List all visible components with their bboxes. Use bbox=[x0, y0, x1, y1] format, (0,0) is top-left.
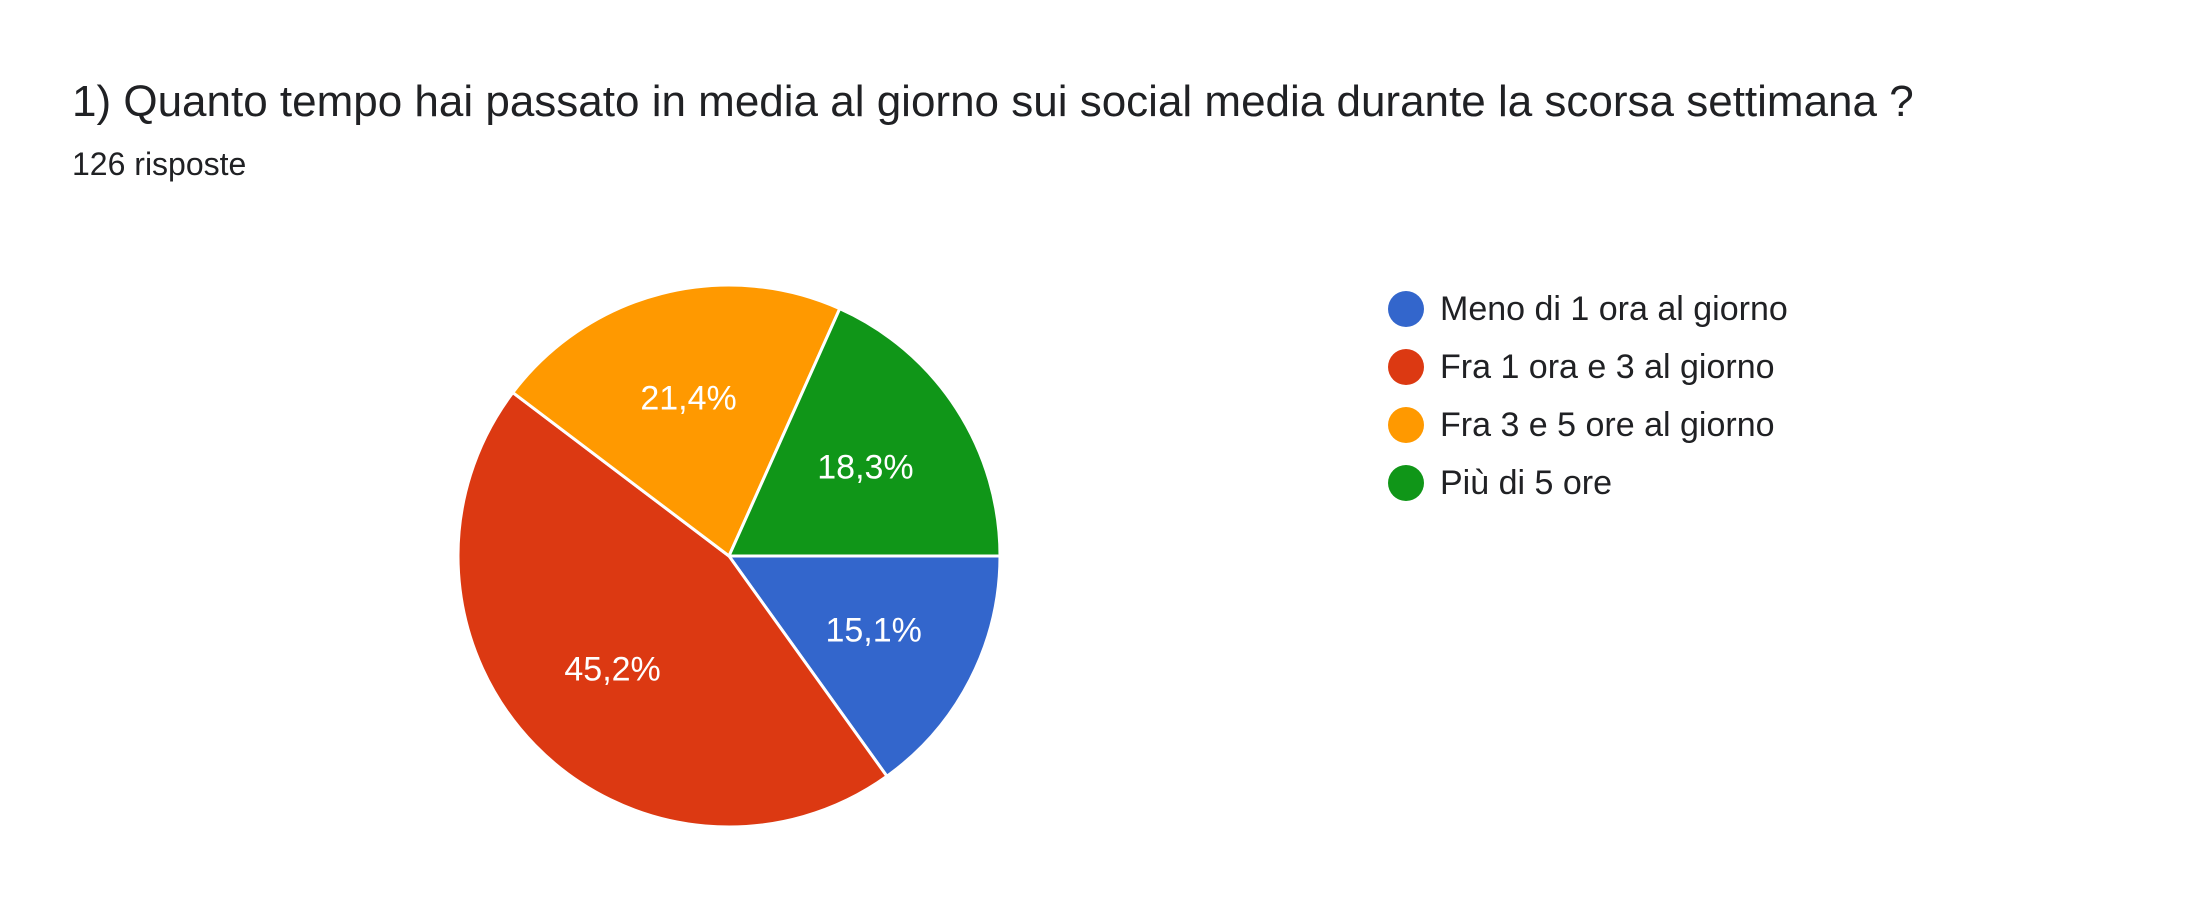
legend-swatch-icon bbox=[1388, 291, 1424, 327]
pie-slice[interactable] bbox=[727, 554, 1002, 778]
slice-percent-label: 18,3% bbox=[817, 449, 913, 487]
legend-item[interactable]: Meno di 1 ora al giorno bbox=[1388, 280, 1788, 338]
slice-percent-label: 15,1% bbox=[825, 611, 921, 649]
response-count: 126 risposte bbox=[72, 146, 247, 182]
pie-slice[interactable] bbox=[456, 391, 889, 829]
slice-percent-label: 21,4% bbox=[640, 380, 736, 418]
chart-legend: Meno di 1 ora al giorno Fra 1 ora e 3 al … bbox=[1388, 280, 1788, 512]
slice-percent-label: 45,2% bbox=[564, 651, 660, 689]
legend-swatch-icon bbox=[1388, 349, 1424, 385]
legend-item[interactable]: Fra 3 e 5 ore al giorno bbox=[1388, 396, 1788, 454]
legend-label: Più di 5 ore bbox=[1440, 464, 1612, 502]
pie-slice[interactable] bbox=[727, 307, 1002, 558]
legend-label: Meno di 1 ora al giorno bbox=[1440, 290, 1788, 328]
legend-label: Fra 3 e 5 ore al giorno bbox=[1440, 406, 1775, 444]
legend-swatch-icon bbox=[1388, 407, 1424, 443]
legend-item[interactable]: Più di 5 ore bbox=[1388, 454, 1788, 512]
legend-item[interactable]: Fra 1 ora e 3 al giorno bbox=[1388, 338, 1788, 396]
legend-label: Fra 1 ora e 3 al giorno bbox=[1440, 348, 1775, 386]
question-header: 1) Quanto tempo hai passato in media al … bbox=[72, 74, 1914, 184]
question-title: 1) Quanto tempo hai passato in media al … bbox=[72, 77, 1914, 126]
legend-swatch-icon bbox=[1388, 465, 1424, 501]
